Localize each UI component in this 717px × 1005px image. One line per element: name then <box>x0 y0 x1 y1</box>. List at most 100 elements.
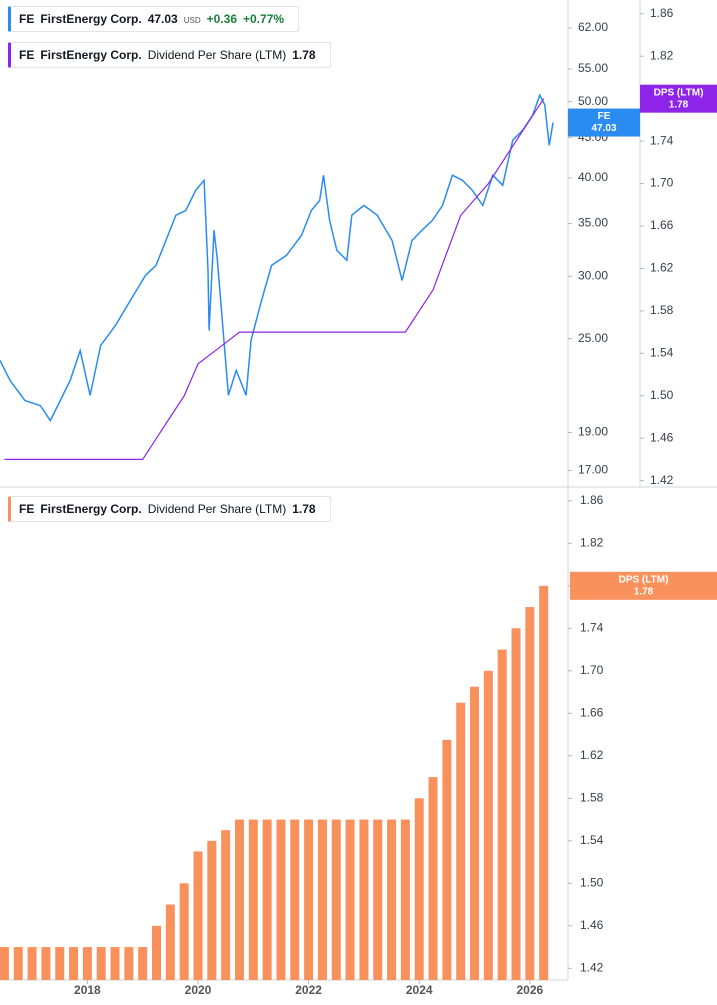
bar <box>152 925 162 980</box>
y-tick-label: 1.58 <box>580 790 604 804</box>
bar <box>539 585 549 980</box>
bar <box>82 947 92 980</box>
bar <box>207 840 217 980</box>
price-tag <box>568 108 640 137</box>
ticker: FE <box>19 502 35 516</box>
dps-bar-tag <box>570 571 717 600</box>
x-tick-label: 2024 <box>406 983 433 997</box>
y-tick-label: 1.86 <box>580 493 604 507</box>
dps-bar-tag-title: DPS (LTM) <box>619 574 669 585</box>
y-tick-label: 1.50 <box>650 388 674 402</box>
dps-tag <box>640 84 717 113</box>
bar <box>262 819 272 980</box>
y-tick-label: 1.82 <box>580 535 604 549</box>
bar <box>414 798 424 980</box>
bar <box>27 947 37 980</box>
y-tick-label: 1.46 <box>650 430 674 444</box>
y-tick-label: 25.00 <box>578 331 608 345</box>
y-tick-label: 1.62 <box>650 261 674 275</box>
price-tag-title: FE <box>598 111 611 122</box>
series-line <box>0 93 554 423</box>
series-line <box>4 98 545 460</box>
y-tick-label: 1.74 <box>650 133 674 147</box>
bar <box>317 819 327 980</box>
metric: Dividend Per Share (LTM) <box>147 502 287 516</box>
bar <box>511 628 521 980</box>
bar <box>400 819 410 980</box>
ticker: FE <box>19 48 35 62</box>
company: FirstEnergy Corp. <box>40 48 142 62</box>
bar <box>470 686 480 980</box>
y-tick-label: 50.00 <box>578 94 608 108</box>
y-tick-label: 1.58 <box>650 303 674 317</box>
bar <box>96 947 106 980</box>
bar <box>248 819 258 980</box>
y-tick-label: 1.62 <box>580 748 604 762</box>
bar <box>456 702 466 980</box>
dps-bar-legend[interactable]: FE FirstEnergy Corp. Dividend Per Share (L… <box>8 496 331 522</box>
y-tick-label: 17.00 <box>578 463 608 477</box>
y-tick-label: 1.74 <box>580 620 604 634</box>
bar <box>41 947 51 980</box>
dps-legend[interactable]: FE FirstEnergy Corp. Dividend Per Share (L… <box>8 42 331 68</box>
y-tick-label: 1.42 <box>580 960 604 974</box>
y-tick-label: 1.42 <box>650 473 674 487</box>
y-tick-label: 1.66 <box>580 705 604 719</box>
bar <box>124 947 134 980</box>
price-legend[interactable]: FE FirstEnergy Corp. 47.03 USD +0.36 +0.77% <box>8 6 300 32</box>
x-tick-label: 2022 <box>295 983 322 997</box>
bar <box>290 819 300 980</box>
change: +0.36 <box>206 12 237 26</box>
bar <box>69 947 79 980</box>
y-tick-label: 1.46 <box>580 918 604 932</box>
price-tag-value: 47.03 <box>591 123 616 134</box>
bar <box>165 904 175 980</box>
x-tick-label: 2018 <box>74 983 101 997</box>
y-tick-label: 1.82 <box>650 48 674 62</box>
y-tick-label: 35.00 <box>578 216 608 230</box>
bar <box>304 819 314 980</box>
bar <box>0 947 9 980</box>
dps-tag-value: 1.78 <box>669 99 689 110</box>
bar <box>331 819 341 980</box>
ticker: FE <box>19 12 35 26</box>
y-tick-label: 1.54 <box>650 345 674 359</box>
bar <box>221 830 231 980</box>
bar <box>345 819 355 980</box>
x-tick-label: 2026 <box>516 983 543 997</box>
bar <box>55 947 65 980</box>
last-value: 1.78 <box>292 502 316 516</box>
y-tick-label: 1.70 <box>580 663 604 677</box>
company: FirstEnergy Corp. <box>40 502 142 516</box>
bar <box>428 777 438 980</box>
dps-bar-tag-value: 1.78 <box>634 586 654 597</box>
x-tick-label: 2020 <box>185 983 212 997</box>
y-tick-label: 1.66 <box>650 218 674 232</box>
last-price: 47.03 <box>147 12 178 26</box>
bar <box>483 670 493 980</box>
bar <box>193 851 203 980</box>
bar <box>387 819 397 980</box>
currency: USD <box>183 16 201 25</box>
y-tick-label: 30.00 <box>578 268 608 282</box>
y-tick-label: 1.86 <box>650 6 674 20</box>
bar <box>276 819 286 980</box>
y-tick-label: 40.00 <box>578 170 608 184</box>
dps-tag-title: DPS (LTM) <box>654 87 704 98</box>
y-tick-label: 1.50 <box>580 875 604 889</box>
y-tick-label: 1.70 <box>650 176 674 190</box>
y-tick-label: 55.00 <box>578 61 608 75</box>
company: FirstEnergy Corp. <box>40 12 142 26</box>
y-tick-label: 62.00 <box>578 20 608 34</box>
bar <box>13 947 23 980</box>
change-pct: +0.77% <box>243 12 285 26</box>
bar <box>179 883 189 980</box>
y-tick-label: 19.00 <box>578 425 608 439</box>
y-tick-label: 1.54 <box>580 833 604 847</box>
bar <box>497 649 507 980</box>
bar <box>138 947 148 980</box>
bar <box>525 607 535 980</box>
bar <box>359 819 369 980</box>
last-value: 1.78 <box>292 48 316 62</box>
